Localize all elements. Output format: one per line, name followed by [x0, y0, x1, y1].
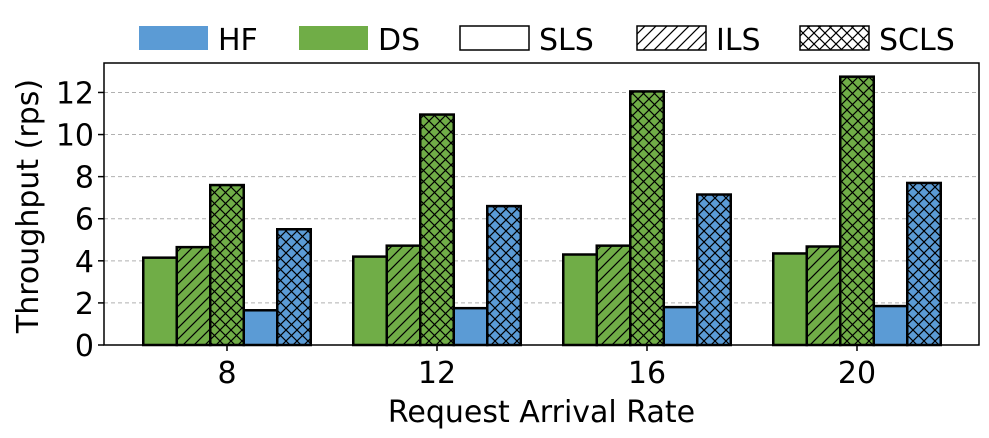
legend-label: HF: [218, 23, 258, 58]
x-axis-title: Request Arrival Rate: [388, 395, 695, 430]
y-axis-title: Throughput (rps): [11, 79, 46, 334]
y-tick-label: 4: [75, 245, 94, 280]
bar-hatch: [630, 91, 664, 345]
bar-hatch: [420, 114, 454, 346]
y-tick-label: 2: [75, 287, 94, 322]
bar-hf-sls-20: [873, 306, 908, 345]
bar-hatch: [277, 229, 311, 345]
bar-hatch: [210, 185, 244, 345]
bar-hf-sls-8: [243, 310, 278, 345]
x-tick-label: 8: [217, 356, 236, 391]
bar-hatch: [487, 206, 521, 345]
legend-item-hf: HF: [139, 23, 258, 58]
y-axis-ticks: 0 2 4 6 8 10 12: [56, 76, 104, 364]
y-tick-label: 10: [56, 119, 94, 154]
legend-item-scls: SCLS: [799, 23, 955, 58]
x-tick-label: 12: [418, 356, 456, 391]
bar-ds-sls-20: [773, 253, 807, 345]
plot-frame: [103, 62, 980, 346]
legend-swatch: [460, 26, 529, 50]
bars: [142, 75, 942, 347]
bar-hatch: [840, 76, 874, 345]
bar-hatch: [386, 245, 421, 345]
bar-ds-sls-16: [563, 254, 597, 345]
legend-swatch: [299, 26, 368, 50]
y-tick-label: 0: [75, 329, 94, 364]
legend-item-sls: SLS: [459, 23, 594, 58]
x-tick-label: 20: [838, 356, 876, 391]
legend-label: SLS: [539, 23, 594, 58]
legend-item-ds: DS: [299, 23, 420, 58]
y-tick-label: 8: [75, 161, 94, 196]
y-tick-label: 12: [56, 76, 94, 111]
bar-hf-sls-16: [663, 307, 698, 345]
bar-hatch: [697, 194, 731, 345]
legend-label: DS: [378, 23, 420, 58]
legend-label: SCLS: [879, 23, 955, 58]
legend-label: ILS: [716, 23, 761, 58]
legend-swatch-hatch: [637, 26, 706, 50]
bar-hf-sls-12: [453, 308, 488, 345]
bar-hatch: [907, 182, 941, 345]
legend-swatch-outline: [459, 25, 530, 51]
y-tick-label: 6: [75, 203, 94, 238]
legend-swatch-outline: [799, 25, 870, 51]
x-axis-ticks: 8 12 16 20: [217, 345, 876, 391]
bar-hatch: [596, 245, 631, 345]
legend-swatch-hatch: [800, 26, 869, 50]
legend-swatch-outline: [636, 25, 707, 51]
bar-hatch: [176, 247, 211, 345]
legend: HF DS SLS ILS SCLS: [139, 23, 955, 58]
bar-ds-sls-8: [143, 257, 177, 345]
x-tick-label: 16: [628, 356, 666, 391]
bar-hatch: [806, 246, 841, 345]
legend-item-ils: ILS: [636, 23, 761, 58]
legend-swatch: [139, 26, 208, 50]
bar-ds-sls-12: [353, 256, 387, 345]
